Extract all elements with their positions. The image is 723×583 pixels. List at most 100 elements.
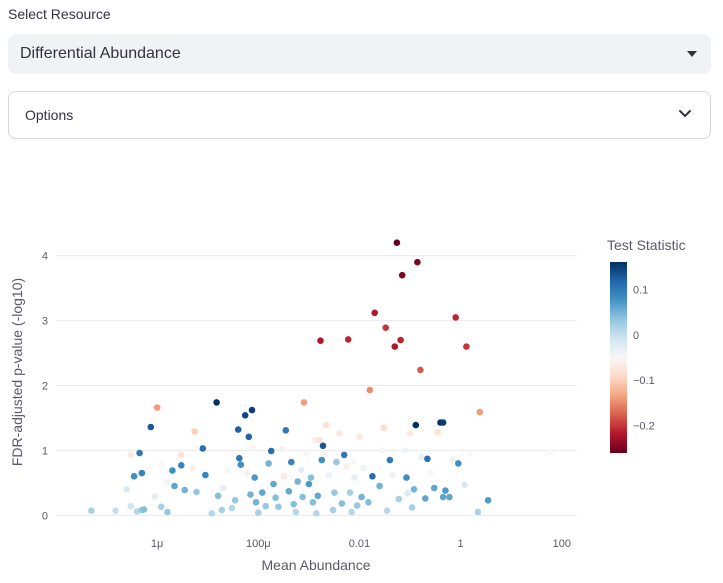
data-point [171, 482, 178, 490]
data-point [140, 506, 148, 513]
data-point [424, 455, 431, 463]
x-tick-label: 1 [458, 538, 464, 550]
data-point [422, 495, 429, 502]
x-axis-label: Mean Abundance [262, 557, 371, 573]
colorbar-tick-label: 0 [633, 330, 639, 342]
y-axis-label: FDR-adjusted p-value (-log10) [9, 278, 25, 466]
data-point [147, 423, 155, 431]
data-point [169, 467, 176, 474]
chart-gridlines [56, 255, 577, 516]
data-point [414, 258, 421, 266]
scatter-points [88, 239, 554, 517]
data-point [275, 503, 282, 511]
data-point [348, 508, 355, 516]
data-point [439, 419, 447, 426]
data-point [336, 430, 343, 437]
data-point [338, 500, 346, 507]
data-point [112, 507, 119, 514]
data-point [344, 336, 352, 343]
data-point [410, 486, 418, 493]
data-point [214, 492, 222, 500]
select-resource-label: Select Resource [8, 6, 111, 22]
data-point [474, 508, 482, 516]
data-point [322, 421, 330, 429]
data-point [406, 430, 414, 437]
data-point [408, 504, 416, 511]
data-point [476, 408, 484, 416]
data-point [463, 343, 470, 350]
data-point [351, 474, 358, 481]
data-point [430, 484, 438, 492]
data-point [340, 451, 348, 459]
data-point [272, 494, 279, 502]
y-axis-ticks: 0 1 2 3 4 [42, 251, 48, 523]
data-point [356, 433, 363, 441]
data-point [243, 469, 251, 477]
data-point [307, 474, 315, 481]
caret-down-icon [687, 51, 697, 57]
data-point [343, 463, 350, 470]
data-point [218, 506, 226, 514]
resource-select-value: Differential Abundance [20, 45, 181, 62]
data-point [455, 460, 462, 467]
data-point [178, 451, 185, 459]
data-point [199, 445, 207, 452]
data-point [393, 239, 401, 246]
data-point [398, 271, 406, 279]
data-point [442, 487, 449, 494]
data-point [319, 442, 327, 450]
data-point [404, 489, 412, 497]
data-point [417, 366, 424, 374]
data-point [130, 473, 138, 480]
data-point [193, 488, 200, 496]
data-point [213, 399, 220, 406]
data-point [461, 481, 468, 489]
y-tick-label: 2 [42, 380, 48, 392]
data-point [371, 309, 379, 317]
options-expander-title: Options [25, 107, 74, 123]
data-point [395, 495, 403, 503]
options-expander[interactable]: Options [8, 91, 711, 139]
data-point [389, 471, 396, 479]
resource-select[interactable]: Differential Abundance [8, 34, 711, 74]
data-point [127, 451, 134, 459]
y-tick-label: 1 [42, 445, 48, 457]
data-point [466, 450, 473, 457]
data-point [252, 499, 260, 506]
data-point [484, 497, 492, 504]
data-point [88, 507, 95, 514]
data-point [333, 458, 340, 466]
colorbar-title: Test Statistic [607, 237, 686, 253]
data-point [224, 467, 232, 474]
data-point [189, 465, 196, 472]
data-point [157, 503, 165, 511]
data-point [317, 337, 324, 344]
data-point [378, 447, 386, 454]
x-axis-ticks: 1μ 100μ 0.01 1 100 [151, 538, 571, 550]
data-point [282, 427, 290, 434]
data-point [123, 486, 130, 493]
data-point [236, 454, 243, 462]
data-point [270, 480, 277, 488]
data-point [248, 406, 256, 414]
data-point [228, 504, 236, 512]
data-point [297, 466, 305, 474]
data-point [305, 480, 313, 488]
data-point [164, 508, 171, 516]
colorbar-gradient [610, 262, 627, 453]
data-point [251, 474, 258, 481]
data-point [279, 445, 286, 453]
data-point [300, 399, 308, 406]
x-tick-label: 0.01 [349, 538, 370, 550]
data-point [426, 469, 434, 477]
data-point [309, 499, 317, 506]
data-point [403, 474, 410, 481]
data-point [325, 471, 333, 479]
data-point [265, 460, 272, 467]
data-point [178, 462, 185, 469]
y-tick-label: 3 [42, 316, 48, 328]
data-point [386, 456, 394, 464]
y-tick-label: 4 [42, 251, 48, 263]
scatter-chart: 0 1 2 3 4 1μ 100μ 0.01 1 100 Mean Abundance FDR-… [9, 237, 686, 573]
data-point [314, 492, 322, 500]
